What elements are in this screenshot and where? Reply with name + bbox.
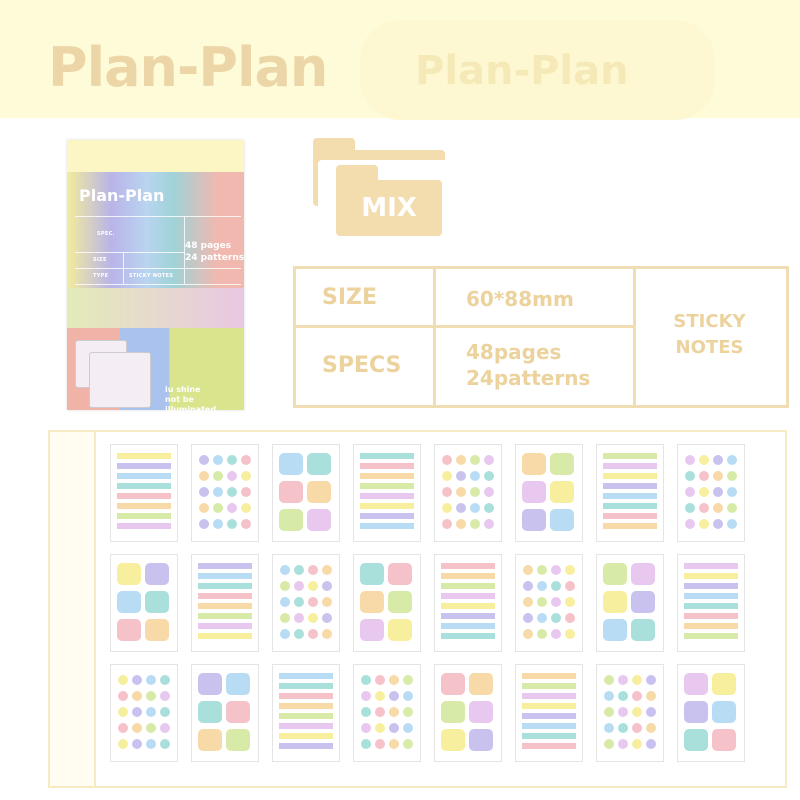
pattern-thumbnail: [353, 444, 421, 542]
package-label-spec: SPEC.: [97, 231, 115, 237]
pattern-thumbnail: [596, 554, 664, 652]
pattern-thumbnail: [677, 444, 745, 542]
pattern-thumbnail: [434, 444, 502, 542]
pattern-thumbnail: [353, 554, 421, 652]
pattern-thumbnail: [434, 664, 502, 762]
pattern-thumbnail: [272, 554, 340, 652]
pattern-thumbnail: [110, 664, 178, 762]
folder-icon: [89, 352, 151, 408]
package-spine: [50, 432, 96, 786]
spec-table: SIZE 60*88mm SPECS 48pages 24patterns STI…: [293, 266, 789, 408]
brand-title: Plan-Plan: [48, 36, 328, 99]
pattern-thumbnail: [434, 554, 502, 652]
package-label-size: SIZE: [93, 257, 107, 263]
pattern-thumbnail: [677, 554, 745, 652]
pattern-thumbnail: [110, 444, 178, 542]
pattern-thumbnail: [515, 554, 583, 652]
pattern-thumbnail: [515, 444, 583, 542]
header-banner: Plan-Plan Plan-Plan: [0, 0, 800, 120]
pattern-thumbnail: [110, 554, 178, 652]
package-title: Plan-Plan: [79, 186, 165, 205]
pattern-thumbnail: [596, 664, 664, 762]
package-label-type: TYPE: [93, 273, 109, 279]
mix-folder-label: MIX: [336, 180, 442, 236]
pattern-thumbnail: [191, 444, 259, 542]
product-package: Plan-Plan SPEC. SIZE TYPE STICKY NOTES 4…: [67, 140, 245, 414]
pattern-grid: [48, 430, 787, 788]
pattern-thumbnail: [677, 664, 745, 762]
pattern-thumbnail: [515, 664, 583, 762]
pattern-thumbnail: [272, 444, 340, 542]
pattern-thumbnail: [191, 664, 259, 762]
package-info: 48 pages 24 patterns: [185, 241, 245, 263]
pattern-thumbnail: [353, 664, 421, 762]
package-label-sticky-notes: STICKY NOTES: [129, 273, 174, 279]
pattern-thumbnail: [272, 664, 340, 762]
pattern-thumbnail: [191, 554, 259, 652]
header-ghost-logo: Plan-Plan: [360, 20, 715, 120]
pattern-thumbnail: [596, 444, 664, 542]
